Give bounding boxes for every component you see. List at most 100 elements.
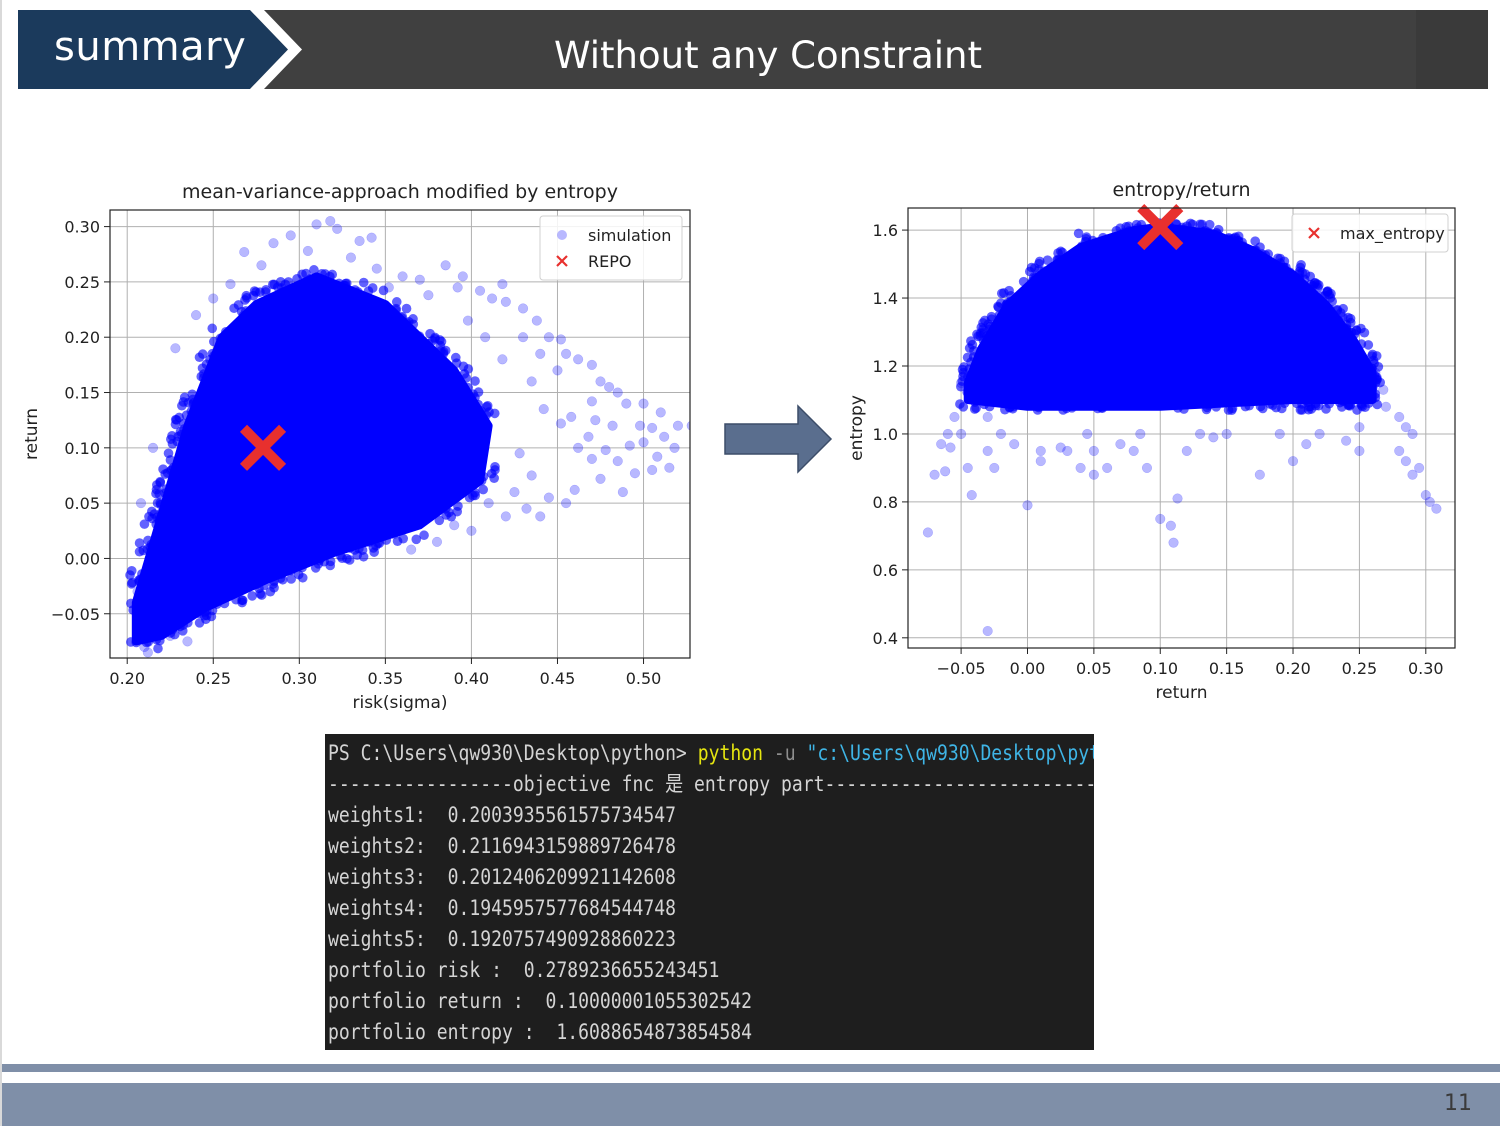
scatter-point <box>1394 411 1405 423</box>
y-tick-label: 1.2 <box>873 357 898 376</box>
scatter-point <box>1310 398 1321 409</box>
scatter-point <box>1352 405 1362 415</box>
scatter-point <box>1372 374 1382 385</box>
scatter-point <box>1208 432 1219 443</box>
scatter-point <box>358 551 369 562</box>
scatter-point <box>573 442 584 453</box>
scatter-point <box>1088 469 1099 480</box>
dense-point-cloud <box>963 222 1377 411</box>
scatter-point <box>995 428 1006 439</box>
scatter-point <box>1198 226 1209 237</box>
footer-bar: 11 <box>2 1083 1500 1126</box>
scatter-point <box>155 499 166 510</box>
scatter-point <box>1325 304 1335 315</box>
scatter-point <box>1177 222 1188 233</box>
scatter-point <box>345 252 356 263</box>
scatter-point <box>1034 258 1044 269</box>
scatter-point <box>354 235 365 247</box>
scatter-point <box>1042 255 1053 266</box>
scatter-point <box>962 387 973 398</box>
scatter-point <box>690 460 700 470</box>
scatter-point <box>526 376 537 387</box>
marker-REPO <box>239 424 287 471</box>
scatter-point <box>586 359 597 370</box>
scatter-point <box>659 431 670 442</box>
scatter-point <box>569 484 580 495</box>
scatter-point <box>1018 276 1029 287</box>
scatter-point <box>1335 308 1346 318</box>
scatter-point <box>1035 456 1046 467</box>
scatter-point <box>170 343 181 354</box>
scatter-point <box>638 437 649 448</box>
scatter-point <box>1052 255 1062 265</box>
scatter-point <box>652 451 663 462</box>
scatter-point <box>996 288 1007 299</box>
scatter-point <box>175 426 186 437</box>
terminal-line: portfolio return : 0.10000001055302542 <box>328 989 753 1013</box>
scatter-point <box>366 232 377 243</box>
terminal-line: portfolio entropy : 1.6088654873854584 <box>328 1020 753 1044</box>
scatter-point <box>325 216 336 227</box>
y-tick-label: 0.30 <box>64 218 100 237</box>
scatter-point <box>332 223 343 234</box>
scatter-point <box>1135 428 1146 439</box>
scatter-point <box>612 387 623 398</box>
scatter-point <box>1213 224 1224 235</box>
scatter-point <box>982 411 993 423</box>
scatter-point <box>1369 358 1379 369</box>
page-number: 11 <box>1444 1091 1472 1116</box>
plot-frame <box>907 207 1456 649</box>
y-tick-label: 1.6 <box>873 221 898 240</box>
scatter-point <box>470 490 481 501</box>
scatter-point <box>155 477 166 488</box>
scatter-point <box>607 420 618 431</box>
scatter-point <box>1128 445 1139 456</box>
scatter-point <box>1257 403 1268 414</box>
scatter-point <box>949 411 960 423</box>
scatter-point <box>191 310 202 321</box>
scatter-point <box>453 501 463 511</box>
scatter-point <box>135 498 147 509</box>
scatter-point <box>1254 469 1265 480</box>
scatter-point <box>378 285 389 296</box>
scatter-point <box>1008 401 1019 412</box>
scatter-point <box>958 367 969 378</box>
scatter-point <box>655 407 666 418</box>
right-arrow-icon <box>724 404 833 474</box>
scatter-point <box>1055 442 1066 453</box>
scatter-point <box>134 576 145 587</box>
x-tick-label: 0.30 <box>282 669 318 688</box>
scatter-point <box>994 310 1005 321</box>
scatter-point <box>154 514 165 524</box>
footer-divider <box>2 1064 1500 1072</box>
slide-title: Without any Constraint <box>554 34 982 77</box>
scatter-point <box>1155 513 1166 524</box>
terminal-command-line: PS C:\Users\qw930\Desktop\python> python… <box>328 741 1094 765</box>
scatter-point <box>197 349 208 359</box>
scatter-point <box>1032 405 1043 415</box>
scatter-point <box>179 392 190 403</box>
scatter-point <box>388 529 400 540</box>
scatter-point <box>1424 496 1435 507</box>
scatter-point <box>267 279 278 290</box>
scatter-point <box>1287 456 1299 467</box>
scatter-point <box>647 464 658 476</box>
scatter-point <box>1250 236 1260 246</box>
x-tick-label: 0.40 <box>454 669 490 688</box>
scatter-point <box>1301 439 1312 450</box>
scatter-point <box>126 579 137 589</box>
scatter-point <box>672 420 684 431</box>
scatter-point <box>1035 445 1046 456</box>
y-tick-label: 0.6 <box>873 561 898 580</box>
scatter-point <box>543 332 554 343</box>
y-tick-label: 1.4 <box>873 289 898 308</box>
scatter-point <box>414 331 425 341</box>
scatter-point <box>993 301 1003 312</box>
scatter-point <box>497 354 508 365</box>
terminal-line: weights5: 0.1920757490928860223 <box>328 927 676 951</box>
scatter-point <box>277 287 288 297</box>
summary-label: summary <box>54 24 247 70</box>
scatter-point <box>940 466 951 477</box>
scatter-point <box>1067 403 1077 413</box>
scatter-point <box>1338 396 1349 406</box>
